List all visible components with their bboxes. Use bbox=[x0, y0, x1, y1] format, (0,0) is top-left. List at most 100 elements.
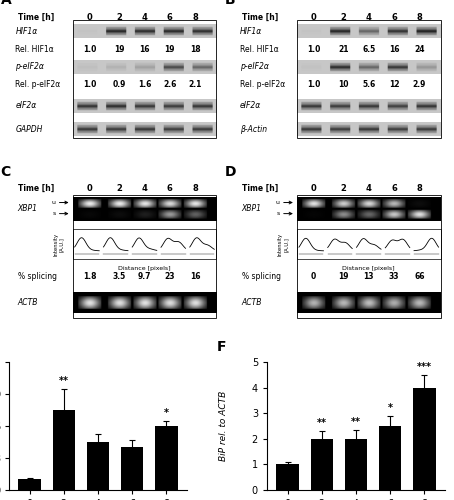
Text: 2: 2 bbox=[116, 12, 122, 22]
Text: Time [h]: Time [h] bbox=[242, 12, 278, 22]
Bar bbox=[297, 196, 441, 318]
Bar bbox=[379, 426, 401, 490]
Text: eIF2α: eIF2α bbox=[240, 102, 261, 110]
Text: 2.1: 2.1 bbox=[188, 80, 202, 89]
Text: 8: 8 bbox=[192, 12, 198, 22]
Bar bbox=[19, 480, 41, 490]
Text: 4: 4 bbox=[142, 184, 148, 194]
Text: 23: 23 bbox=[165, 272, 175, 280]
Text: *: * bbox=[164, 408, 169, 418]
Text: Rel. HIF1α: Rel. HIF1α bbox=[15, 44, 54, 54]
Text: F: F bbox=[217, 340, 227, 354]
Bar bbox=[73, 20, 217, 138]
Text: **: ** bbox=[317, 418, 327, 428]
Text: 66: 66 bbox=[415, 272, 425, 280]
Text: 2.6: 2.6 bbox=[163, 80, 177, 89]
Text: s: s bbox=[276, 211, 280, 216]
Text: Time [h]: Time [h] bbox=[18, 12, 54, 22]
Text: 10: 10 bbox=[338, 80, 349, 89]
Text: Intensity
[A.U.]: Intensity [A.U.] bbox=[53, 232, 64, 256]
Y-axis label: BiP rel. to ACTB: BiP rel. to ACTB bbox=[219, 391, 228, 461]
Text: 6: 6 bbox=[391, 184, 397, 194]
Bar bbox=[87, 442, 109, 490]
Text: 33: 33 bbox=[389, 272, 400, 280]
Text: 6: 6 bbox=[391, 12, 397, 22]
Bar bbox=[297, 229, 441, 260]
Text: 3.5: 3.5 bbox=[113, 272, 126, 280]
Text: **: ** bbox=[351, 416, 361, 426]
Bar bbox=[413, 388, 435, 490]
Text: p-eIF2α: p-eIF2α bbox=[15, 62, 44, 72]
Bar bbox=[345, 439, 367, 490]
Text: 6.5: 6.5 bbox=[362, 44, 375, 54]
Text: XBP1: XBP1 bbox=[242, 204, 262, 212]
Text: Rel. HIF1α: Rel. HIF1α bbox=[240, 44, 278, 54]
Text: Distance [pixels]: Distance [pixels] bbox=[342, 266, 395, 271]
Text: 16: 16 bbox=[139, 44, 150, 54]
Text: eIF2α: eIF2α bbox=[15, 102, 37, 110]
Text: s: s bbox=[52, 211, 56, 216]
Text: u: u bbox=[52, 200, 56, 205]
Bar bbox=[276, 464, 299, 490]
Text: 2: 2 bbox=[340, 12, 346, 22]
Text: 16: 16 bbox=[389, 44, 400, 54]
Text: 4: 4 bbox=[142, 12, 148, 22]
Text: % splicing: % splicing bbox=[242, 272, 281, 280]
Text: 12: 12 bbox=[389, 80, 400, 89]
Text: ***: *** bbox=[417, 362, 432, 372]
Text: 2: 2 bbox=[116, 184, 122, 194]
Text: HIF1α: HIF1α bbox=[240, 27, 262, 36]
Text: 4: 4 bbox=[366, 184, 372, 194]
Text: 19: 19 bbox=[338, 272, 349, 280]
Bar bbox=[311, 439, 333, 490]
Text: 5.6: 5.6 bbox=[362, 80, 375, 89]
Text: D: D bbox=[225, 164, 237, 178]
Text: 1.0: 1.0 bbox=[83, 44, 96, 54]
Text: **: ** bbox=[59, 376, 69, 386]
Text: 0: 0 bbox=[87, 12, 92, 22]
Text: 1.0: 1.0 bbox=[83, 80, 96, 89]
Text: β-Actin: β-Actin bbox=[240, 124, 267, 134]
Text: ACTB: ACTB bbox=[242, 298, 262, 308]
Text: % splicing: % splicing bbox=[18, 272, 57, 280]
Text: 1.6: 1.6 bbox=[138, 80, 151, 89]
Text: 18: 18 bbox=[190, 44, 201, 54]
Text: 2.9: 2.9 bbox=[413, 80, 426, 89]
Text: 8: 8 bbox=[192, 184, 198, 194]
Bar bbox=[53, 410, 75, 490]
Text: 0: 0 bbox=[311, 12, 316, 22]
Text: Time [h]: Time [h] bbox=[242, 184, 278, 194]
Text: 0: 0 bbox=[311, 184, 316, 194]
Text: 6: 6 bbox=[167, 184, 173, 194]
Text: 1.8: 1.8 bbox=[83, 272, 96, 280]
Bar bbox=[73, 229, 217, 260]
Text: Rel. p-eIF2α: Rel. p-eIF2α bbox=[15, 80, 61, 89]
Text: A: A bbox=[0, 0, 11, 7]
Text: 0.9: 0.9 bbox=[113, 80, 126, 89]
Text: 13: 13 bbox=[364, 272, 374, 280]
Text: HIF1α: HIF1α bbox=[15, 27, 38, 36]
Text: 19: 19 bbox=[114, 44, 124, 54]
Text: 19: 19 bbox=[165, 44, 175, 54]
Text: 6: 6 bbox=[167, 12, 173, 22]
Text: 1.0: 1.0 bbox=[307, 44, 321, 54]
Text: XBP1: XBP1 bbox=[18, 204, 38, 212]
Text: *: * bbox=[388, 402, 393, 412]
Text: 24: 24 bbox=[415, 44, 425, 54]
Bar bbox=[121, 448, 143, 490]
Text: 2: 2 bbox=[340, 184, 346, 194]
Text: C: C bbox=[0, 164, 11, 178]
Bar bbox=[297, 20, 441, 138]
Text: 8: 8 bbox=[417, 12, 422, 22]
Bar bbox=[155, 426, 178, 490]
Text: 1.0: 1.0 bbox=[307, 80, 321, 89]
Text: 0: 0 bbox=[87, 184, 92, 194]
Text: Distance [pixels]: Distance [pixels] bbox=[118, 266, 171, 271]
Text: 16: 16 bbox=[190, 272, 201, 280]
Text: Intensity
[A.U.]: Intensity [A.U.] bbox=[277, 232, 288, 256]
Text: Rel. p-eIF2α: Rel. p-eIF2α bbox=[240, 80, 285, 89]
Text: 0: 0 bbox=[311, 272, 316, 280]
Text: 21: 21 bbox=[338, 44, 349, 54]
Text: p-eIF2α: p-eIF2α bbox=[240, 62, 269, 72]
Text: GAPDH: GAPDH bbox=[15, 124, 43, 134]
